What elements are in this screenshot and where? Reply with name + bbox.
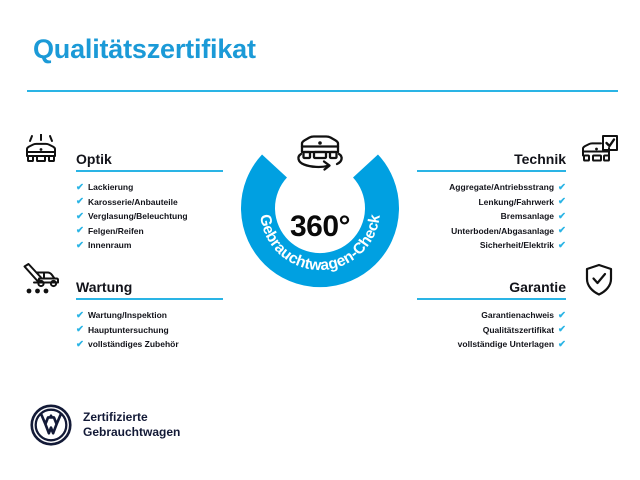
check-icon: ✔	[76, 196, 84, 208]
section-title-wrap: Optik	[76, 134, 223, 174]
section-header: Garantie	[417, 262, 622, 302]
list-item: Sicherheit/Elektrik ✔	[417, 238, 622, 253]
section-garantie: Garantie Garantienachweis ✔ Qualitätszert…	[417, 262, 622, 352]
list-item-label: Lackierung	[87, 182, 134, 192]
list-item: vollständige Unterlagen ✔	[417, 337, 622, 352]
section-header: Wartung	[18, 262, 223, 302]
check-icon: ✔	[558, 309, 566, 321]
check-icon: ✔	[558, 196, 566, 208]
check-icon: ✔	[558, 210, 566, 222]
badge-center-label: 360°	[289, 210, 351, 243]
brand-line-2: Gebrauchtwagen	[83, 425, 181, 439]
list-item: ✔ Lackierung	[18, 180, 223, 195]
checklist-wartung: ✔ Wartung/Inspektion ✔ Hauptuntersuchung ✔…	[18, 308, 223, 352]
list-item-label: vollständige Unterlagen	[457, 339, 555, 350]
volkswagen-logo	[30, 404, 72, 446]
list-item-label: Lenkung/Fahrwerk	[478, 196, 555, 207]
list-item: Aggregate/Antriebsstrang ✔	[417, 180, 622, 195]
section-title: Garantie	[509, 279, 566, 295]
section-header: Optik	[18, 134, 223, 174]
checklist-technik: Aggregate/Antriebsstrang ✔ Lenkung/Fahrwe…	[417, 180, 622, 253]
badge-360-gebrauchtwagen-check: Gebrauchtwagen-Check 360°	[236, 126, 404, 294]
brand-line-1: Zertifizierte	[83, 410, 148, 424]
car-checkbox-icon	[576, 132, 622, 172]
list-item: Lenkung/Fahrwerk ✔	[417, 195, 622, 210]
list-item-label: Aggregate/Antriebsstrang	[449, 182, 555, 192]
check-icon: ✔	[558, 338, 566, 350]
list-item-label: Wartung/Inspektion	[87, 310, 167, 320]
car-shine-icon	[18, 132, 64, 172]
list-item-label: Felgen/Reifen	[87, 225, 144, 236]
check-icon: ✔	[76, 338, 84, 350]
check-icon: ✔	[76, 210, 84, 222]
shield-check-icon	[576, 260, 622, 300]
section-underline	[417, 298, 566, 300]
page-title: Qualitätszertifikat	[33, 34, 256, 64]
check-icon: ✔	[558, 324, 566, 336]
brand-text: Zertifizierte Gebrauchtwagen	[83, 410, 180, 440]
section-title-wrap: Garantie	[417, 262, 566, 302]
section-title: Optik	[76, 151, 112, 167]
list-item: Unterboden/Abgasanlage ✔	[417, 224, 622, 239]
brand-footer: Zertifizierte Gebrauchtwagen	[30, 404, 180, 446]
list-item-label: Hauptuntersuchung	[87, 324, 169, 335]
badge-ring: Gebrauchtwagen-Check	[241, 154, 399, 288]
list-item-label: Garantienachweis	[481, 310, 555, 320]
list-item-label: Sicherheit/Elektrik	[479, 240, 555, 251]
section-underline	[76, 170, 223, 172]
check-icon: ✔	[76, 239, 84, 251]
section-optik: Optik ✔ Lackierung ✔ Karosserie/Anbauteile…	[18, 134, 223, 253]
list-item: Qualitätszertifikat ✔	[417, 323, 622, 338]
check-icon: ✔	[558, 181, 566, 193]
list-item: ✔ Felgen/Reifen	[18, 224, 223, 239]
list-item-label: Unterboden/Abgasanlage	[451, 225, 555, 236]
check-icon: ✔	[558, 225, 566, 237]
check-icon: ✔	[558, 239, 566, 251]
check-icon: ✔	[76, 181, 84, 193]
section-header: Technik	[417, 134, 622, 174]
section-technik: Technik Aggregate/Antriebsstrang ✔ Lenkun…	[417, 134, 622, 253]
check-icon: ✔	[76, 324, 84, 336]
car-rotation-icon	[288, 118, 352, 174]
list-item-label: Bremsanlage	[500, 211, 555, 222]
list-item: ✔ Wartung/Inspektion	[18, 308, 223, 323]
check-icon: ✔	[76, 309, 84, 321]
list-item-label: Qualitätszertifikat	[482, 324, 555, 335]
title-divider	[27, 90, 618, 92]
checklist-optik: ✔ Lackierung ✔ Karosserie/Anbauteile ✔ Verg…	[18, 180, 223, 253]
section-title-wrap: Technik	[417, 134, 566, 174]
wrench-car-icon	[18, 260, 64, 300]
section-underline	[76, 298, 223, 300]
section-wartung: Wartung ✔ Wartung/Inspektion ✔ Hauptunters…	[18, 262, 223, 352]
list-item: ✔ Karosserie/Anbauteile	[18, 195, 223, 210]
list-item-label: Innenraum	[87, 240, 132, 251]
section-underline	[417, 170, 566, 172]
section-title-wrap: Wartung	[76, 262, 223, 302]
list-item: Bremsanlage ✔	[417, 209, 622, 224]
check-icon: ✔	[76, 225, 84, 237]
list-item-label: vollständiges Zubehör	[87, 339, 179, 350]
section-title: Wartung	[76, 279, 133, 295]
list-item: ✔ vollständiges Zubehör	[18, 337, 223, 352]
list-item: ✔ Hauptuntersuchung	[18, 323, 223, 338]
checklist-garantie: Garantienachweis ✔ Qualitätszertifikat ✔ v…	[417, 308, 622, 352]
list-item: Garantienachweis ✔	[417, 308, 622, 323]
section-title: Technik	[514, 151, 566, 167]
list-item: ✔ Innenraum	[18, 238, 223, 253]
list-item-label: Karosserie/Anbauteile	[87, 196, 178, 207]
list-item: ✔ Verglasung/Beleuchtung	[18, 209, 223, 224]
list-item-label: Verglasung/Beleuchtung	[87, 211, 188, 222]
